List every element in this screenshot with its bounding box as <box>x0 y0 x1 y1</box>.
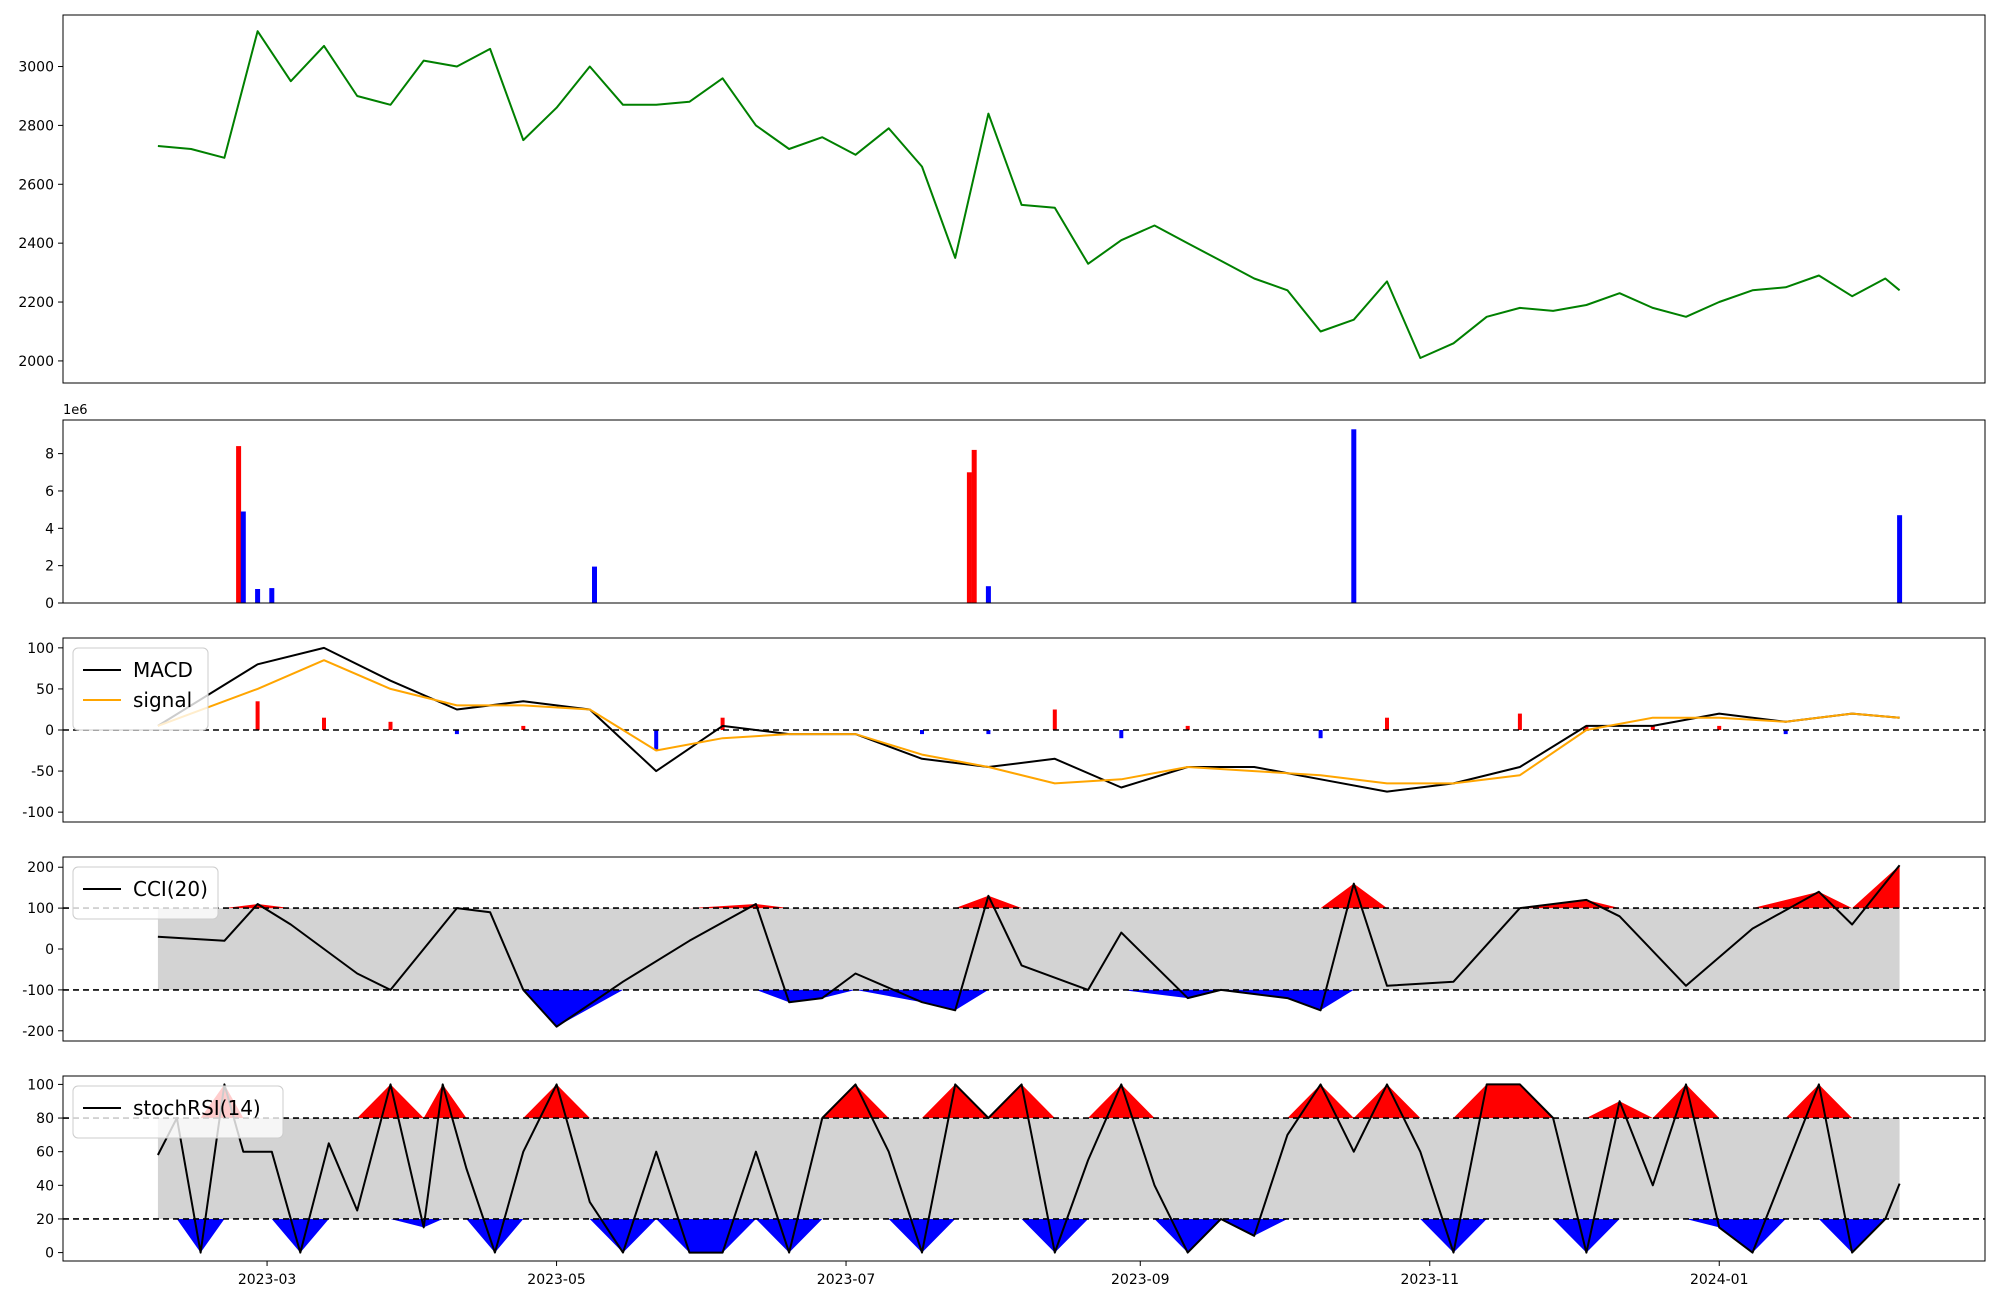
volume-bar <box>1351 429 1357 603</box>
y-tick-label: 0 <box>45 596 54 612</box>
x-tick-label: 2023-05 <box>527 1272 586 1288</box>
histogram-bar <box>1650 725 1655 730</box>
volume-bar <box>240 511 246 603</box>
histogram-bar <box>255 701 260 731</box>
legend-label: signal <box>133 688 192 712</box>
y-tick-label: -50 <box>31 764 54 780</box>
x-tick-label: 2023-03 <box>238 1272 297 1288</box>
oscillator-line <box>157 864 1901 1028</box>
y-tick-label: 4 <box>45 521 54 537</box>
plot-frame <box>62 14 1986 384</box>
y-tick-label: 0 <box>45 723 54 739</box>
histogram-bar <box>454 730 459 735</box>
macd-line <box>157 646 1900 793</box>
y-tick-label: 6 <box>45 484 54 500</box>
y-tick-label: 2600 <box>18 177 54 193</box>
price-chart: 2000 2200 2400 2600 2800 3000 <box>18 14 1986 384</box>
histogram-bar <box>1783 730 1788 735</box>
y-tick-label: -100 <box>22 805 54 821</box>
histogram-bar <box>1584 725 1589 730</box>
volume-bar <box>592 566 597 603</box>
y-tick-label: 2 <box>45 559 54 575</box>
y-tick-label: 2200 <box>18 295 54 311</box>
histogram-bar <box>1385 717 1389 730</box>
histogram-bar <box>654 730 659 751</box>
legend-box <box>72 647 209 731</box>
y-tick-label: -200 <box>22 1024 54 1040</box>
volume-bar <box>269 588 275 603</box>
y-tick-label: 2400 <box>18 236 54 252</box>
signal-line <box>157 659 1900 785</box>
histogram-bar <box>1119 730 1124 739</box>
histogram-bar <box>1517 713 1522 730</box>
neutral-band <box>157 908 1900 990</box>
histogram-bar <box>1318 730 1323 739</box>
volume-bar <box>236 446 242 603</box>
overbought-fill <box>157 1084 1900 1118</box>
volume-bar <box>985 586 991 603</box>
oscillator-line <box>157 1083 1901 1254</box>
y-tick-label: 100 <box>27 901 54 917</box>
histogram-bar <box>920 730 924 735</box>
macd-chart: -100 -50 0 50 100 MACD signal <box>22 637 1986 823</box>
y-tick-label: 20 <box>36 1212 54 1228</box>
histogram-bar <box>1717 725 1722 730</box>
histogram-bar <box>388 721 393 730</box>
histogram-bar <box>986 730 991 735</box>
y-offset-label: 1e6 <box>63 403 88 418</box>
volume-chart: 0 2 4 6 8 1e6 <box>45 403 1986 612</box>
y-tick-label: 100 <box>27 1077 54 1093</box>
volume-bar <box>971 449 977 603</box>
volume-bar <box>1897 515 1903 603</box>
x-tick-label: 2023-09 <box>1111 1272 1170 1288</box>
volume-bar <box>255 589 261 603</box>
y-tick-label: 100 <box>27 641 54 657</box>
legend-box <box>72 1085 284 1139</box>
x-tick-label: 2024-01 <box>1690 1272 1749 1288</box>
price-line <box>157 30 1901 359</box>
oversold-fill <box>157 989 1900 1027</box>
y-tick-label: 0 <box>45 1246 54 1262</box>
histogram-bar <box>1052 709 1057 730</box>
oversold-fill <box>157 1219 1900 1253</box>
cci-chart: -200 -100 0 100 200 CCI(20) <box>22 856 1986 1042</box>
neutral-band <box>157 1118 1900 1219</box>
y-tick-label: 2800 <box>18 118 54 134</box>
legend-label: MACD <box>133 658 193 682</box>
y-tick-label: 60 <box>36 1145 54 1161</box>
plot-frame <box>62 1075 1986 1262</box>
legend-label: stochRSI(14) <box>133 1096 261 1120</box>
y-tick-label: 40 <box>36 1178 54 1194</box>
legend-box <box>72 866 219 920</box>
y-tick-label: 50 <box>36 682 54 698</box>
legend-label: CCI(20) <box>133 877 208 901</box>
y-tick-label: 200 <box>27 860 54 876</box>
histogram-bar <box>521 725 526 730</box>
y-tick-label: -100 <box>22 983 54 999</box>
volume-bar <box>966 472 972 603</box>
y-tick-label: 0 <box>45 942 54 958</box>
x-tick-label: 2023-07 <box>817 1272 876 1288</box>
y-tick-label: 2000 <box>18 354 54 370</box>
histogram-bar <box>720 717 725 730</box>
stochrsi-chart: 0 20 40 60 80 100 stochRSI(14) 2023-03 2023-05 20… <box>27 1075 1986 1288</box>
y-tick-label: 8 <box>45 447 54 463</box>
histogram-bar <box>322 717 326 730</box>
y-tick-label: 80 <box>36 1111 54 1127</box>
histogram-bar <box>1185 725 1190 730</box>
x-tick-label: 2023-11 <box>1401 1272 1460 1288</box>
plot-frame <box>62 419 1986 604</box>
y-tick-label: 3000 <box>18 60 54 76</box>
